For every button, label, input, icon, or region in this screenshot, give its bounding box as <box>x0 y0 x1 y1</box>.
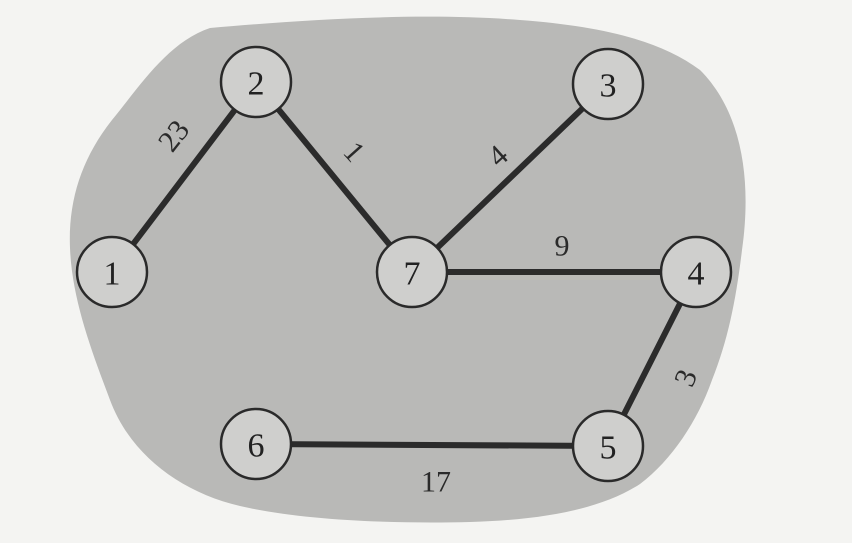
edge-weight-label: 17 <box>421 466 451 499</box>
edge-6-5: 17 <box>253 441 611 499</box>
edge-weight-label: 9 <box>555 230 570 263</box>
edge-line <box>409 81 611 275</box>
node-4: 4 <box>659 235 733 309</box>
node-7: 7 <box>375 235 449 309</box>
node-circle <box>571 47 645 121</box>
nodes-layer: 1 2 3 4 5 6 7 <box>75 45 733 483</box>
edge-line <box>253 79 415 275</box>
node-circle <box>659 235 733 309</box>
edge-7-4: 9 <box>409 230 699 275</box>
node-label: 4 <box>688 256 705 293</box>
node-circle <box>571 409 645 483</box>
node-label: 7 <box>404 256 421 293</box>
node-circle <box>75 235 149 309</box>
node-5: 5 <box>571 409 645 483</box>
node-circle <box>219 45 293 119</box>
node-label: 5 <box>600 430 617 467</box>
node-label: 2 <box>248 66 265 103</box>
edge-line <box>253 441 611 449</box>
node-1: 1 <box>75 235 149 309</box>
node-label: 3 <box>600 68 617 105</box>
node-label: 1 <box>104 256 121 293</box>
node-circle <box>375 235 449 309</box>
node-3: 3 <box>571 47 645 121</box>
node-circle <box>219 407 293 481</box>
node-6: 6 <box>219 407 293 481</box>
edge-line <box>109 79 259 275</box>
node-2: 2 <box>219 45 293 119</box>
node-label: 6 <box>248 428 265 465</box>
